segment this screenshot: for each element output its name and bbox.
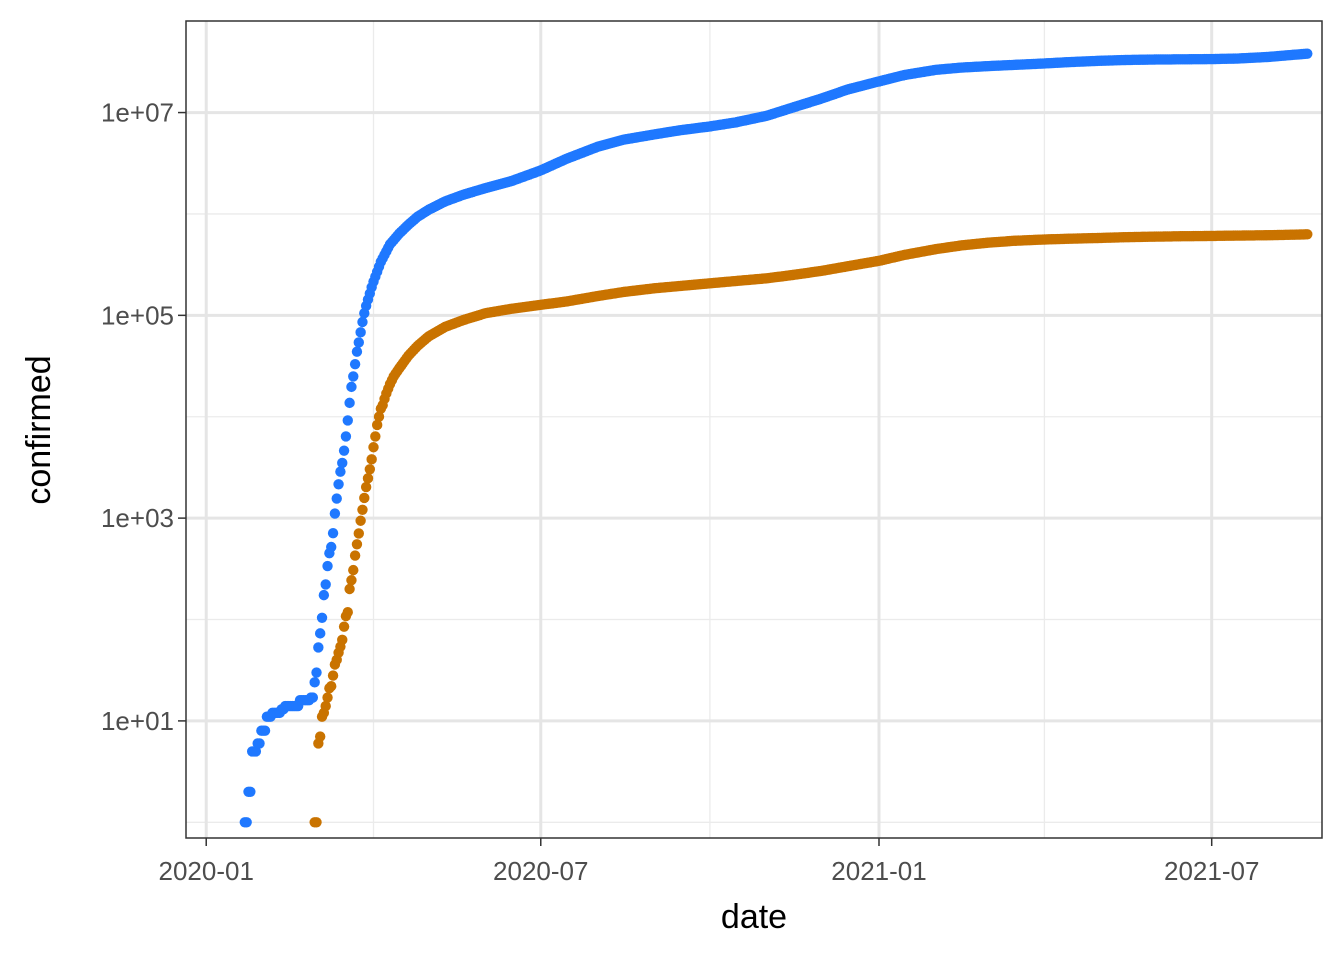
- data-point: [364, 464, 376, 475]
- data-point: [346, 575, 357, 586]
- data-point: [254, 738, 265, 749]
- data-point: [307, 692, 319, 703]
- data-point: [338, 621, 350, 632]
- data-point: [333, 479, 344, 490]
- data-point: [357, 316, 368, 328]
- x-tick-label: 2020-01: [159, 856, 254, 886]
- data-point: [348, 371, 359, 382]
- data-point: [329, 508, 341, 519]
- data-point: [327, 527, 339, 539]
- data-point: [320, 579, 331, 590]
- data-point: [351, 539, 363, 550]
- data-point: [326, 680, 337, 692]
- data-point: [322, 560, 333, 572]
- data-point: [241, 817, 252, 828]
- data-point: [318, 589, 330, 601]
- data-point: [316, 612, 328, 623]
- data-point: [313, 642, 324, 653]
- data-point: [338, 445, 350, 456]
- y-tick-label: 1e+01: [101, 706, 174, 736]
- data-point: [346, 381, 357, 393]
- data-point: [337, 457, 348, 469]
- data-point: [370, 431, 381, 442]
- data-point: [353, 337, 364, 348]
- data-point: [342, 607, 353, 618]
- data-point: [331, 493, 342, 504]
- data-point: [322, 692, 333, 703]
- x-tick-label: 2020-07: [493, 856, 588, 886]
- data-point: [351, 346, 363, 357]
- data-point: [368, 442, 379, 453]
- major-gridlines: [186, 21, 1322, 838]
- data-point: [320, 700, 331, 712]
- data-point: [355, 515, 366, 526]
- x-tick-label: 2021-01: [831, 856, 926, 886]
- data-point: [371, 419, 383, 431]
- y-tick-label: 1e+05: [101, 300, 174, 330]
- data-point: [359, 492, 370, 504]
- data-point: [335, 466, 346, 477]
- data-point: [342, 415, 353, 426]
- y-axis: 1e+01 1e+03 1e+05 1e+07: [101, 98, 186, 736]
- data-point: [362, 473, 374, 484]
- data-point: [348, 564, 359, 576]
- plot-panel: [186, 21, 1322, 838]
- data-point: [355, 327, 366, 338]
- data-point: [1302, 229, 1313, 240]
- data-point: [360, 481, 372, 493]
- data-point: [337, 634, 348, 646]
- data-point: [349, 358, 361, 370]
- x-axis-title: date: [721, 898, 787, 936]
- plot-border: [185, 20, 1323, 839]
- data-points: [239, 48, 1313, 828]
- data-point: [373, 411, 385, 422]
- data-point: [314, 731, 326, 742]
- data-point: [349, 550, 361, 561]
- y-tick-label: 1e+03: [101, 503, 174, 533]
- data-point: [1302, 48, 1313, 59]
- data-point: [309, 677, 320, 688]
- data-point: [344, 397, 355, 409]
- y-tick-label: 1e+07: [101, 98, 174, 128]
- data-point: [327, 670, 339, 681]
- data-point: [326, 541, 337, 553]
- data-point: [311, 817, 322, 828]
- y-axis-title: confirmed: [20, 355, 58, 504]
- x-axis: 2020-01 2020-07 2021-01 2021-07: [159, 838, 1259, 886]
- data-point: [245, 786, 256, 797]
- data-point: [340, 431, 352, 442]
- series-1: [239, 48, 1313, 828]
- data-point: [344, 583, 355, 595]
- series-2: [309, 229, 1313, 828]
- data-point: [357, 504, 368, 515]
- data-point: [259, 725, 271, 736]
- x-tick-label: 2021-07: [1164, 856, 1259, 886]
- data-point: [311, 667, 322, 678]
- data-point: [353, 528, 364, 539]
- minor-gridlines: [186, 21, 1322, 838]
- data-point: [250, 746, 262, 757]
- data-point: [314, 628, 326, 639]
- data-point: [366, 454, 377, 465]
